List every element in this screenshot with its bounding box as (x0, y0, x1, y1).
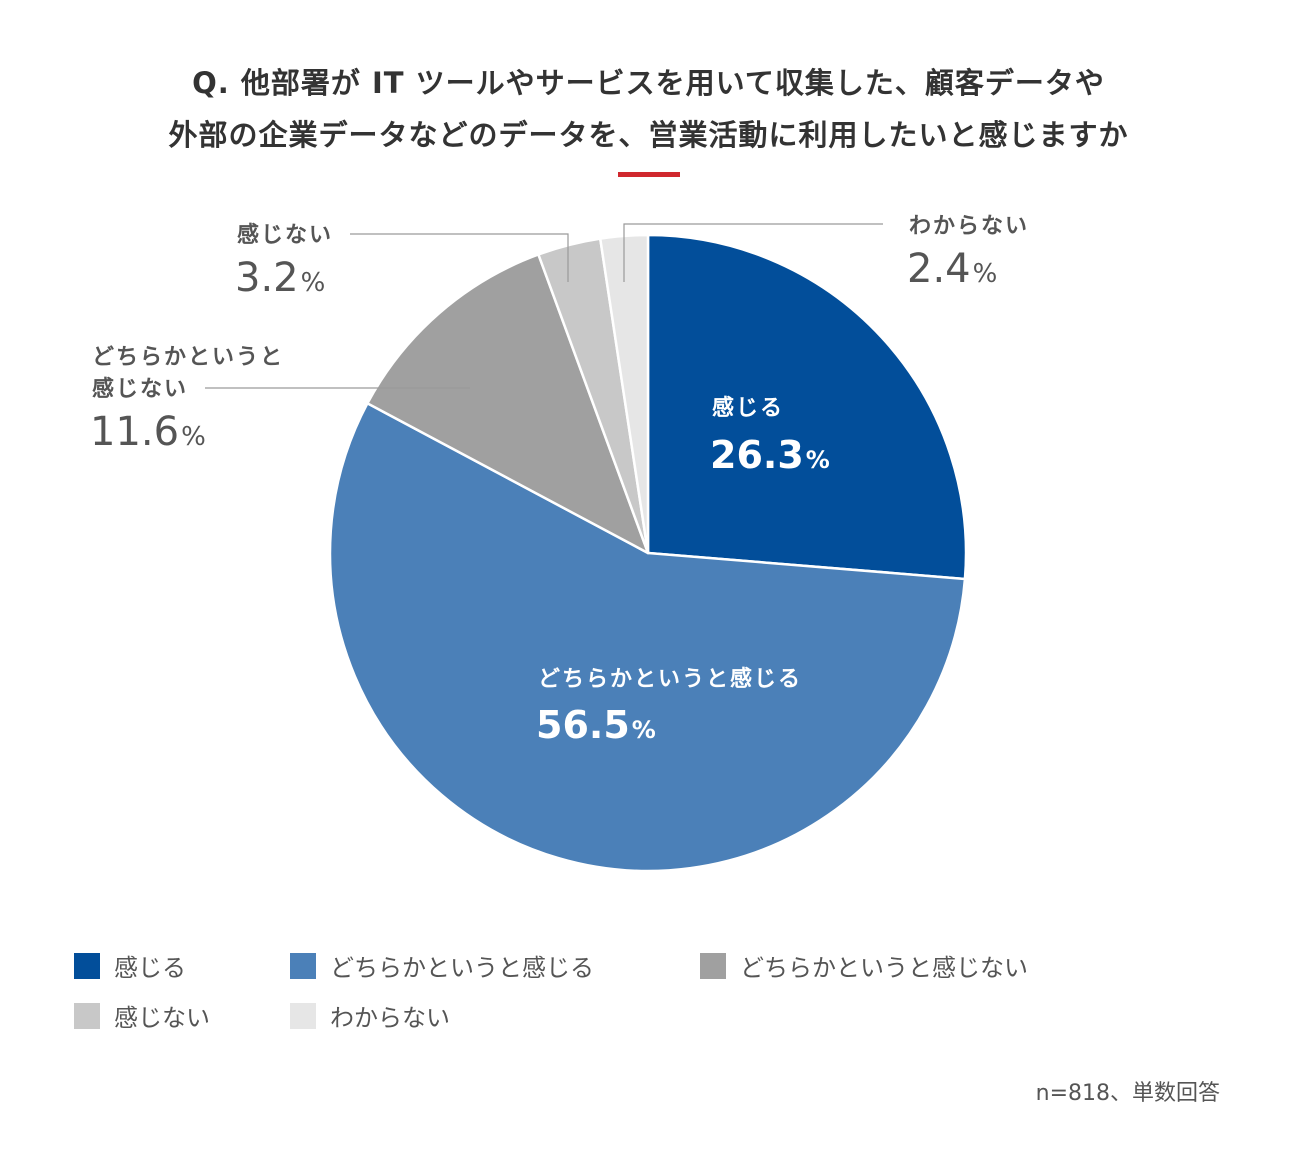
legend-item-4: 感じない (74, 998, 210, 1033)
legend-swatch (700, 952, 726, 979)
legend-item-5: わからない (290, 998, 450, 1033)
legend-swatch (290, 952, 316, 979)
legend-label: どちらかというと感じない (740, 954, 1028, 982)
slice-1-label: 感じる (712, 395, 784, 421)
slice-1-wedge (646, 233, 968, 581)
slice-2-value-label: 56.5% (536, 703, 656, 747)
slice-3-label: どちらかというと (92, 345, 284, 370)
slice-4-leader-line (350, 233, 569, 282)
slice-5-leader-line (623, 223, 883, 282)
legend-label: わからない (330, 1004, 450, 1032)
slice-3-value-label: 11.6% (90, 409, 206, 455)
slice-4-value-label: 3.2% (235, 255, 325, 301)
slice-4-label: 感じない (237, 222, 333, 248)
slice-3-label: 感じない (92, 376, 188, 402)
slice-5-label: わからない (909, 214, 1029, 239)
title-accent-rule (618, 172, 680, 177)
slice-3-wedge (366, 253, 650, 555)
legend-swatch (290, 1002, 316, 1029)
slice-5-value-label: 2.4% (907, 246, 997, 292)
pie-chart: 感じる26.3%どちらかというと感じる56.5%どちらかというと感じない11.6… (90, 214, 1029, 873)
legend-item-1: 感じる (74, 948, 186, 983)
slice-2-label: どちらかというと感じる (538, 666, 802, 692)
legend-swatch (74, 1002, 100, 1029)
legend-swatch (74, 952, 100, 979)
slice-2-wedge (328, 402, 967, 873)
slice-1-value-label: 26.3% (710, 433, 830, 477)
legend-label: どちらかというと感じる (330, 954, 594, 982)
legend-label: 感じない (114, 1004, 210, 1032)
legend-item-2: どちらかというと感じる (290, 948, 594, 983)
legend-item-3: どちらかというと感じない (700, 948, 1028, 983)
chart-title-line-2: 外部の企業データなどのデータを、営業活動に利用したいと感じますか (168, 118, 1129, 152)
legend-label: 感じる (114, 954, 186, 982)
sample-note: n=818、単数回答 (1035, 1081, 1220, 1106)
chart-title-line-1: Q. 他部署が IT ツールやサービスを用いて収集した、顧客データや (192, 66, 1105, 100)
